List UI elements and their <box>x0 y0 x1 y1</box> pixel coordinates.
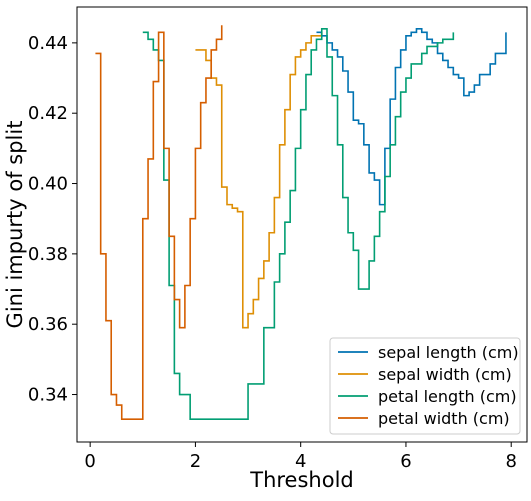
y-tick-label: 0.38 <box>28 244 68 265</box>
y-tick-label: 0.36 <box>28 314 68 335</box>
y-axis-label: Gini impurty of split <box>3 121 27 329</box>
y-tick-label: 0.42 <box>28 103 68 124</box>
x-tick-label: 0 <box>84 451 95 472</box>
x-tick-label: 8 <box>505 451 516 472</box>
x-tick-label: 6 <box>400 451 411 472</box>
legend: sepal length (cm) sepal width (cm) petal l… <box>330 338 520 434</box>
y-tick-label: 0.34 <box>28 385 68 406</box>
legend-label-4: petal width (cm) <box>378 409 510 428</box>
y-tick-label: 0.44 <box>28 33 68 54</box>
y-tick-label: 0.40 <box>28 174 68 195</box>
legend-label-2: sepal width (cm) <box>378 365 512 384</box>
x-tick-label: 2 <box>190 451 201 472</box>
legend-label-3: petal length (cm) <box>378 387 517 406</box>
legend-label-1: sepal length (cm) <box>378 343 519 362</box>
x-axis-label: Threshold <box>249 468 354 492</box>
